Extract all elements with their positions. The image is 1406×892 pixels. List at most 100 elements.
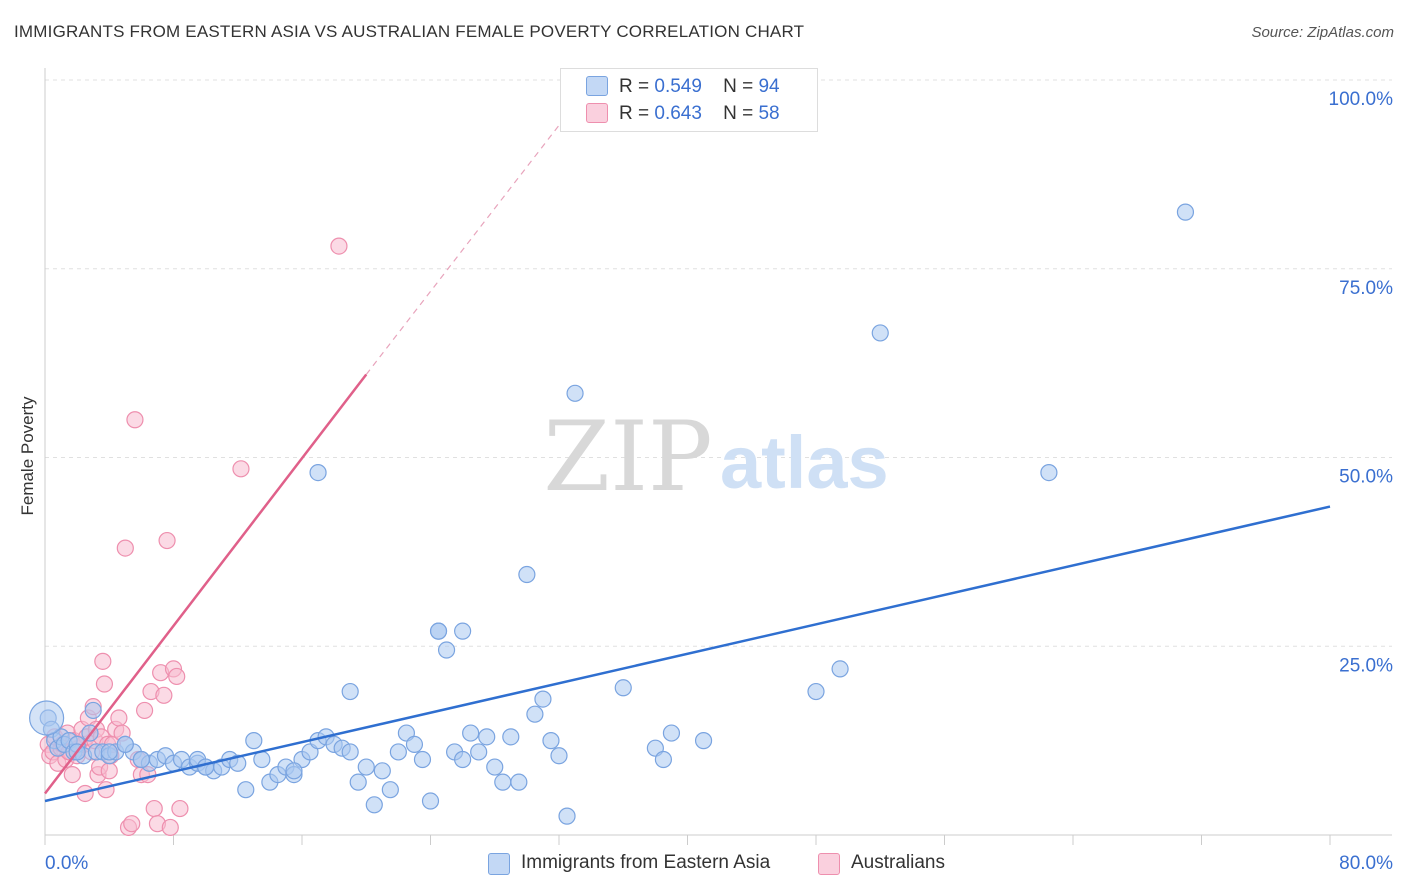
immigrants-point [502,728,520,746]
watermark-zip: ZIP [543,401,712,513]
immigrants-point [462,724,480,742]
legend-n-label: N = [723,103,754,124]
immigrants-point [132,750,150,769]
immigrants-point [558,807,576,825]
immigrants-point [349,773,367,791]
legend-swatch-blue [586,76,608,96]
australians-point [135,701,154,720]
immigrants-point [245,732,263,750]
immigrants-point [486,758,504,776]
australians-point [110,709,128,727]
y-tick-label: 75.0% [1339,278,1393,299]
legend-r-label: R = [619,103,650,124]
legend-r-label: R = [619,76,650,97]
immigrants-point [237,781,255,799]
immigrants-point [100,743,118,761]
correlation-legend: R = 0.549 N = 94 R = 0.643 N = 58 [560,68,818,132]
immigrants-point [662,724,681,742]
australians-point [123,815,141,833]
australians-point [94,652,112,670]
australians-point [158,531,176,550]
immigrants-point [429,622,448,640]
immigrants-point [285,762,303,780]
immigrants-point [454,622,472,640]
immigrants-point [389,743,407,761]
immigrants-point [116,735,134,754]
legend-swatch-pink [586,103,608,123]
watermark-atlas: atlas [720,421,889,504]
immigrants-point [197,758,215,776]
immigrants-point [229,754,247,772]
legend-swatch-pink [818,853,840,875]
australians-trendline-extension [365,124,560,375]
immigrants-point [510,773,528,791]
australians-point [330,237,348,255]
immigrants-point [1176,203,1195,221]
y-axis-title: Female Poverty [18,396,37,516]
immigrants-point [542,732,560,750]
immigrants-point [309,464,327,482]
chart-title: IMMIGRANTS FROM EASTERN ASIA VS AUSTRALI… [14,22,805,41]
australians-points [39,237,348,837]
australians-point [232,460,250,478]
immigrants-point [831,660,849,678]
immigrants-point [614,679,632,697]
tick-labels: 100.0% 75.0% 50.0% 25.0% 0.0% 80.0% [45,89,1393,874]
legend-swatch-blue [488,853,510,875]
australians-point [63,765,81,784]
immigrants-point [494,773,512,791]
watermark: ZIP atlas [543,401,888,513]
gridlines [45,79,1392,647]
immigrants-point [365,796,383,814]
australians-point [161,818,179,837]
australians-point [95,675,114,693]
immigrants-point [84,701,102,720]
australians-point [97,781,115,799]
trendlines [44,124,1331,803]
y-tick-label: 100.0% [1329,89,1394,110]
australians-trendline [44,373,368,795]
immigrants-point [526,705,544,723]
legend-r-value: 0.643 [654,103,702,124]
legend-label-australians: Australians [851,852,945,873]
immigrants-point [807,682,825,701]
immigrants-point [341,682,359,701]
immigrants-point [518,565,536,584]
legend-n-value: 58 [758,103,780,124]
australians-point [168,667,186,686]
immigrants-point [381,781,399,799]
y-tick-label: 25.0% [1339,655,1393,676]
x-tick-label: 0.0% [45,853,88,874]
immigrants-point [405,735,424,754]
immigrants-point [478,728,496,746]
immigrants-point [454,750,472,769]
australians-point [100,762,118,780]
x-tick-label: 80.0% [1339,853,1393,874]
australians-point [155,686,173,704]
immigrants-point [566,384,584,402]
immigrants-point [341,743,359,761]
immigrants-point [373,762,391,780]
immigrants-points [29,203,1195,825]
legend-r-value: 0.549 [654,76,702,97]
y-tick-label: 50.0% [1339,467,1393,488]
legend-label-immigrants: Immigrants from Eastern Asia [521,852,771,873]
immigrants-point [413,750,432,769]
immigrants-point [1040,464,1058,482]
immigrants-point [654,750,673,769]
australians-point [116,539,134,557]
australians-point [171,799,189,818]
immigrants-point [421,792,440,810]
australians-point [145,799,163,818]
immigrants-trendline [44,505,1331,803]
immigrants-point [534,690,552,708]
immigrants-point [694,732,713,750]
immigrants-point [29,700,65,736]
immigrants-point [470,743,488,761]
immigrants-point [437,641,456,659]
source-label: Source: ZipAtlas.com [1251,24,1394,41]
legend-n-label: N = [723,76,754,97]
australians-point [126,411,144,429]
legend-n-value: 94 [758,76,780,97]
